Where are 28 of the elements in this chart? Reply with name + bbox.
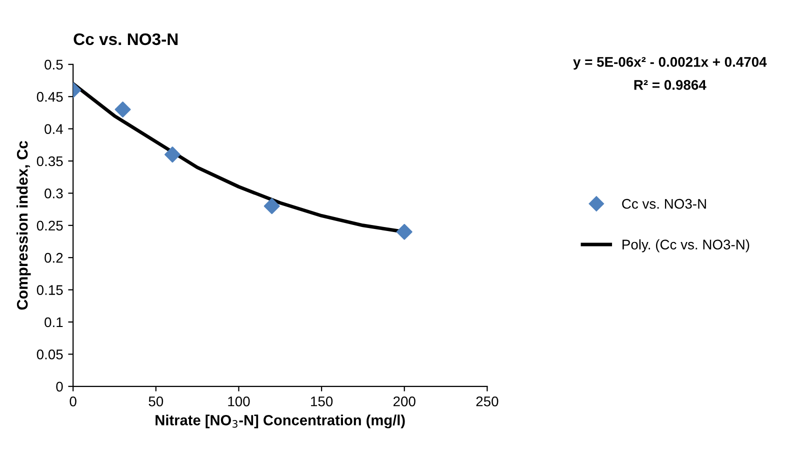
x-axis-title: Nitrate [NO$_{3}$-N] Concentration (mg/l)	[156, 414, 405, 428]
y-tick-label: 0.2	[44, 252, 63, 263]
x-tick-label: 250	[476, 396, 498, 406]
y-tick-label: 0.25	[36, 220, 63, 231]
y-tick-label: 0.45	[36, 92, 63, 102]
point	[264, 198, 280, 214]
y-tick-label: 0.15	[36, 285, 63, 295]
y-tick-label: 0.35	[36, 156, 63, 166]
x-tick-label: 100	[228, 396, 250, 406]
legend-label: Cc vs. NO3-N	[622, 198, 706, 209]
point	[164, 146, 180, 163]
y-axis-title: Compression index, Cc	[16, 140, 31, 310]
y-tick-label: 0.1	[44, 317, 63, 328]
y-tick-label: 0.5	[44, 60, 63, 70]
y-tick-label: 0.05	[36, 350, 63, 360]
text: R² = 0.9864	[634, 80, 706, 90]
x-tick-label: 50	[148, 396, 164, 406]
point	[396, 224, 412, 240]
y-tick-label: 0	[56, 382, 63, 392]
text: y = 5E-06x² - 0.0021x + 0.4704	[573, 57, 767, 70]
point	[114, 102, 131, 118]
chart-title: Cc vs. NO3-N	[74, 33, 178, 46]
legend-label: Poly. (Cc vs. NO3-N)	[622, 239, 750, 252]
y-tick-label: 0.4	[44, 124, 63, 134]
x-tick-label: 150	[311, 396, 333, 406]
x-tick-label: 200	[393, 396, 416, 406]
y-tick-label: 0.3	[44, 188, 63, 198]
x-tick-label: 0	[70, 396, 76, 406]
